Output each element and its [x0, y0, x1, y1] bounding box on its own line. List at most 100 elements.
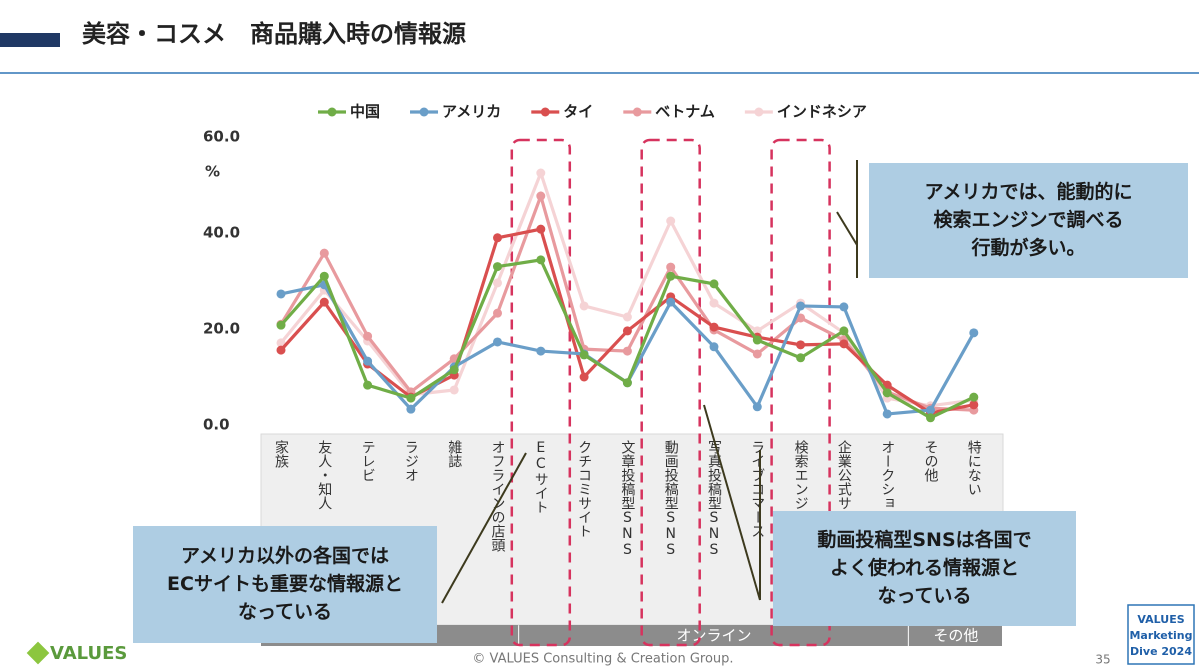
data-point	[796, 301, 806, 311]
data-point	[796, 340, 806, 350]
data-point	[276, 338, 286, 348]
highlight-box	[510, 138, 572, 647]
data-point	[926, 413, 935, 423]
connector	[441, 452, 527, 604]
data-point	[622, 378, 632, 388]
data-point	[882, 409, 892, 419]
data-point	[493, 278, 502, 288]
data-point	[363, 380, 373, 390]
highlight-box	[640, 138, 701, 647]
callout-box	[869, 163, 1188, 278]
logo-mark	[26, 641, 50, 665]
data-point	[319, 297, 329, 307]
x-tick-label: 雑誌	[446, 440, 462, 468]
data-point	[622, 346, 632, 356]
data-point	[449, 365, 459, 375]
data-point	[622, 312, 632, 322]
x-tick-label: ラジオ	[403, 440, 419, 482]
x-tick-label: 写真投稿型SNS	[706, 440, 722, 558]
data-point	[493, 233, 502, 243]
x-tick-label: 検索エンジン	[793, 440, 809, 524]
badge-text: VALUES	[1137, 613, 1184, 626]
data-point	[839, 302, 849, 312]
y-tick-label: 40.0	[203, 224, 240, 242]
data-point	[752, 402, 762, 412]
data-point	[536, 168, 546, 178]
x-tick-label: 文章投稿型SNS	[619, 440, 635, 558]
data-point	[796, 353, 806, 363]
header-bar	[0, 33, 60, 47]
data-point	[969, 328, 979, 338]
data-point	[969, 392, 979, 402]
data-point	[363, 356, 373, 366]
page-number: 35	[1095, 653, 1110, 666]
x-tick-label: 家族	[273, 439, 289, 469]
group-label: オンライン	[676, 627, 751, 645]
data-point	[666, 271, 676, 281]
callout-box	[133, 526, 437, 643]
x-tick-label: ライブコマース	[749, 440, 765, 538]
data-point	[493, 337, 502, 347]
y-tick-label: 0.0	[203, 416, 230, 434]
data-point	[449, 385, 459, 395]
copyright: © VALUES Consulting & Creation Group.	[472, 652, 733, 666]
legend-label: アメリカ	[442, 103, 501, 121]
data-point	[579, 372, 589, 382]
data-point	[579, 301, 589, 311]
badge-box	[1127, 604, 1195, 665]
connector	[836, 211, 858, 246]
data-point	[406, 404, 416, 414]
data-point	[536, 224, 546, 234]
data-point	[666, 297, 676, 307]
data-point	[319, 271, 329, 281]
data-point	[926, 405, 935, 415]
data-point	[363, 331, 373, 341]
x-tick-label: テレビ	[360, 440, 376, 482]
data-point	[709, 322, 719, 332]
x-tick-label: その他	[923, 440, 939, 483]
group-bar	[519, 625, 908, 646]
slide-title: 美容・コスメ 商品購入時の情報源	[82, 20, 466, 48]
y-tick-label: 60.0	[203, 128, 240, 146]
callout-text: 行動が多い。	[970, 236, 1085, 259]
callout-text: なっている	[877, 585, 971, 607]
x-tick-label: オフラインの店頭	[490, 440, 506, 552]
data-point	[666, 262, 676, 272]
data-point	[493, 262, 502, 272]
data-point	[666, 216, 676, 226]
data-point	[406, 393, 416, 403]
data-point	[796, 313, 806, 323]
data-point	[839, 339, 849, 349]
callout-box	[773, 511, 1076, 626]
legend-marker	[540, 107, 550, 117]
highlight-box	[770, 138, 831, 647]
data-point	[622, 326, 632, 336]
x-tick-label: 友人・知人	[316, 440, 332, 510]
group-label: その他	[933, 627, 978, 645]
badge-text: Dive 2024	[1130, 645, 1192, 658]
x-tick-label: ECサイト	[533, 440, 549, 514]
data-point	[276, 345, 286, 355]
data-point	[709, 342, 719, 352]
data-point	[709, 298, 719, 308]
connector	[703, 404, 761, 601]
data-point	[536, 346, 546, 356]
legend-marker	[419, 107, 429, 117]
callout-text: 動画投稿型SNSは各国で	[817, 528, 1031, 551]
y-unit: %	[205, 163, 220, 181]
data-point	[882, 388, 892, 398]
data-point	[319, 248, 329, 258]
data-point	[709, 279, 719, 289]
data-point	[536, 255, 546, 265]
legend-marker	[632, 107, 642, 117]
data-point	[752, 326, 762, 336]
logo: VALUES	[50, 643, 127, 664]
y-tick-label: 20.0	[203, 320, 240, 338]
group-bar	[908, 625, 1002, 646]
x-tick-label: 動画投稿型SNS	[663, 440, 679, 558]
badge-text: Marketing	[1129, 629, 1192, 642]
data-point	[969, 400, 979, 410]
legend-marker	[327, 107, 337, 117]
data-point	[579, 350, 589, 360]
